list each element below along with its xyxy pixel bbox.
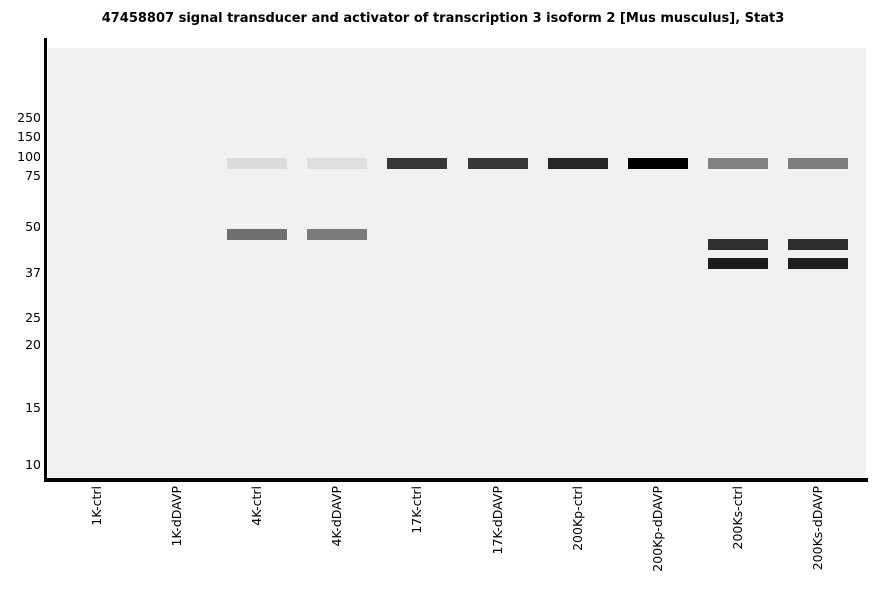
lane-label: 4K-ctrl <box>249 486 264 526</box>
gel-band <box>547 158 608 170</box>
chart-title: 47458807 signal transducer and activator… <box>101 11 785 26</box>
mw-tick-label: 150 <box>17 129 41 144</box>
gel-band <box>387 158 448 170</box>
lane-label: 200Ks-dDAVP <box>810 486 826 571</box>
gel-band <box>227 158 287 170</box>
lane-label: 200Kp-dDAVP <box>650 486 665 572</box>
lane-label: 4K-dDAVP <box>329 486 345 547</box>
mw-tick-label: 50 <box>25 219 41 234</box>
mw-tick-label: 250 <box>17 110 41 125</box>
gel-band <box>227 229 287 241</box>
mw-tick-label: 37 <box>25 265 41 280</box>
gel-band <box>708 239 769 251</box>
mw-tick-label: 25 <box>25 310 41 325</box>
lane-label: 200Ks-ctrl <box>730 486 746 550</box>
lane-label: 1K-dDAVP <box>168 486 184 547</box>
lane-label: 17K-ctrl <box>409 486 425 534</box>
mw-tick-label: 20 <box>25 337 41 352</box>
gel-band <box>307 229 368 241</box>
mw-tick-label: 75 <box>25 168 41 183</box>
lane-label: 200Kp-ctrl <box>569 486 585 551</box>
gel-band <box>708 158 769 170</box>
gel-band <box>307 158 368 170</box>
lane-label: 1K-ctrl <box>88 486 104 526</box>
x-axis-line <box>44 478 868 482</box>
lane-label: 17K-dDAVP <box>489 486 505 555</box>
mw-tick-label: 10 <box>25 457 41 472</box>
gel-band <box>788 158 849 170</box>
gel-band <box>628 158 688 170</box>
gel-band <box>788 257 849 269</box>
gel-band <box>467 158 528 170</box>
gel-band <box>788 239 849 251</box>
mw-tick-label: 15 <box>25 400 41 415</box>
y-axis-line <box>44 38 47 482</box>
mw-tick-label: 100 <box>17 149 41 164</box>
gel-band <box>708 257 769 269</box>
